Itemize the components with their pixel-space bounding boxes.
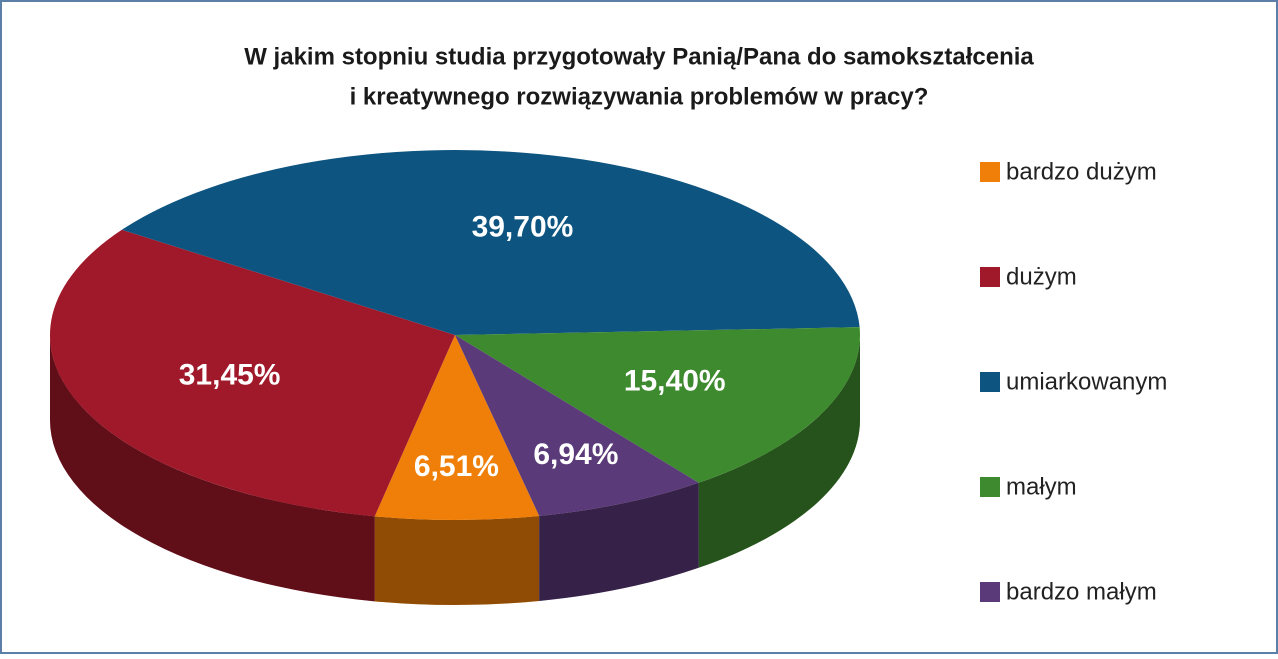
side-shade xyxy=(698,335,860,568)
side-shade xyxy=(50,335,375,602)
legend-swatch xyxy=(980,582,1000,602)
pie-side xyxy=(539,482,699,601)
legend-label: dużym xyxy=(1006,263,1077,290)
legend-label: bardzo dużym xyxy=(1006,158,1157,185)
legend-label: umiarkowanym xyxy=(1006,368,1167,395)
pie-slice xyxy=(455,327,861,483)
data-label: 39,70% xyxy=(472,210,574,243)
data-label: 31,45% xyxy=(179,358,281,391)
pie-slice xyxy=(49,229,455,517)
pie-side xyxy=(698,335,860,568)
data-label: 15,40% xyxy=(624,364,726,397)
chart-title: i kreatywnego rozwiązywania problemów w … xyxy=(350,83,929,110)
pie-slice xyxy=(121,150,860,335)
legend-swatch xyxy=(980,162,1000,182)
pie-slice xyxy=(374,335,540,520)
data-label: 6,94% xyxy=(533,438,618,471)
legend-label: małym xyxy=(1006,473,1077,500)
legend-label: bardzo małym xyxy=(1006,578,1157,605)
side-shade xyxy=(539,482,699,601)
legend-swatch xyxy=(980,372,1000,392)
side-shade xyxy=(374,515,540,605)
legend-swatch xyxy=(980,267,1000,287)
chart-title: W jakim stopniu studia przygotowały Pani… xyxy=(244,43,1034,70)
data-label: 6,51% xyxy=(414,450,499,483)
pie-side xyxy=(374,515,540,605)
pie-side xyxy=(50,335,375,602)
pie-slice xyxy=(455,335,699,516)
legend-swatch xyxy=(980,477,1000,497)
